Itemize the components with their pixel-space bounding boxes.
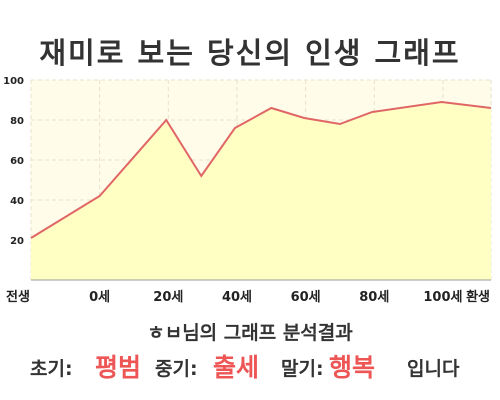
- early-label: 초기:: [30, 358, 73, 380]
- page-title: 재미로 보는 당신의 인생 그래프: [39, 36, 461, 70]
- x-tick-label: 20세: [153, 290, 183, 305]
- y-tick-label: 40: [10, 196, 24, 207]
- middle-value: 출세: [213, 353, 260, 382]
- analysis-result: 초기: 평범 중기: 출세 말기: 행복 입니다: [0, 345, 500, 385]
- x-tick-label: 100세: [423, 290, 462, 305]
- series-line: [30, 100, 492, 239]
- y-axis-ticks: 20 40 60 80 100: [3, 76, 24, 247]
- late-label: 말기:: [281, 358, 324, 380]
- y-tick-label: 100: [3, 76, 24, 87]
- middle-label: 중기:: [155, 358, 198, 380]
- x-tick-label: 전생: [6, 289, 30, 305]
- y-tick-label: 20: [10, 236, 24, 247]
- ending-text: 입니다: [407, 358, 460, 380]
- x-tick-label: 40세: [222, 290, 252, 305]
- late-value: 행복: [329, 353, 376, 382]
- x-tick-label: 0세: [89, 290, 110, 305]
- area-fill: [31, 102, 491, 280]
- y-tick-label: 60: [10, 156, 24, 167]
- x-tick-label: 60세: [291, 290, 321, 305]
- analysis-heading: ㅎㅂ님의 그래프 분석결과: [147, 322, 353, 344]
- early-value: 평범: [95, 353, 142, 382]
- x-tick-label: 80세: [359, 290, 389, 305]
- x-tick-label: 환생: [466, 289, 490, 305]
- y-tick-label: 80: [10, 116, 24, 127]
- x-axis-ticks: 전생 0세 20세 40세 60세 80세 100세 환생: [6, 289, 490, 305]
